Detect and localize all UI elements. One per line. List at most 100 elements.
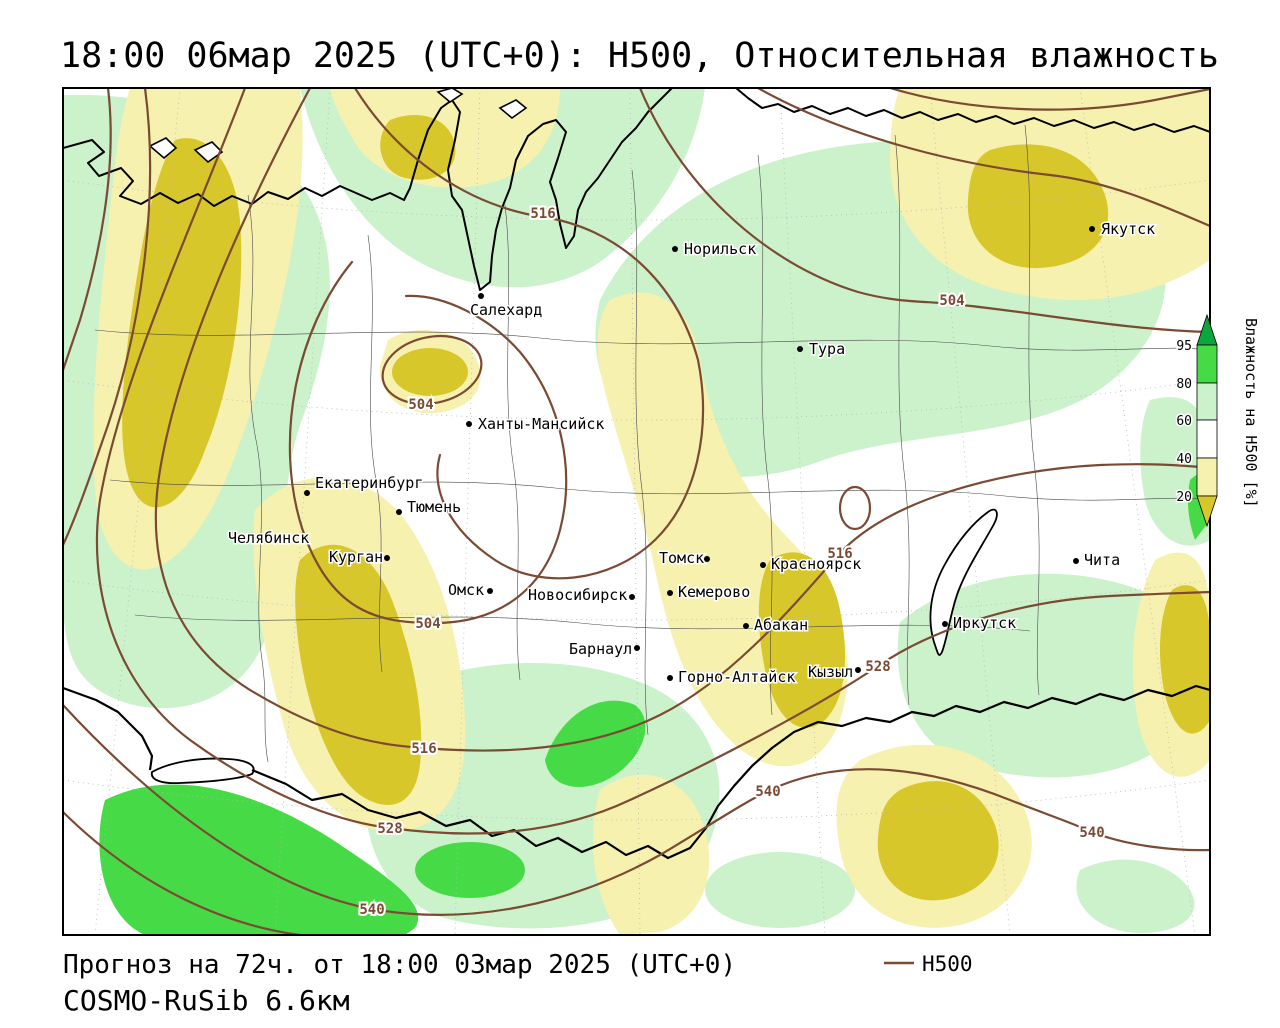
city-dot (396, 509, 402, 515)
contour-label: 540 (1079, 825, 1104, 841)
city-dot (743, 623, 749, 629)
city-dot (629, 594, 635, 600)
humidity-region (705, 852, 855, 928)
city-dot (704, 556, 710, 562)
city-label: Абакан (754, 616, 808, 634)
contour-line-504-center (288, 260, 568, 625)
city-dot (797, 346, 803, 352)
city-dot (855, 667, 861, 673)
contour-label: 516 (411, 741, 436, 757)
city-dot (304, 490, 310, 496)
contour-line-540 (63, 703, 1210, 916)
contour-line (63, 88, 152, 547)
contour-label: 528 (865, 659, 890, 675)
humidity-region (380, 114, 456, 180)
h500-contours (63, 88, 1210, 935)
arctic-coastline (63, 88, 673, 291)
forecast-info: Прогноз на 72ч. от 18:00 03мар 2025 (UTC… (63, 950, 736, 980)
colorbar: 95 80 60 40 20 Влажность на H500 [%] (1175, 313, 1260, 528)
state-border (251, 684, 1210, 860)
contour-line (756, 88, 1210, 228)
city-label: Ханты-Мансийск (478, 415, 604, 433)
contour-line-516 (154, 88, 1210, 752)
colorbar-arrow-bottom (1196, 495, 1218, 528)
contour-line (888, 88, 1210, 111)
city-label: Чита (1084, 551, 1120, 569)
humidity-region (592, 774, 710, 935)
contour-line (63, 810, 302, 935)
humidity-region (1076, 859, 1195, 933)
contour-label: 504 (415, 616, 440, 632)
city-dot (384, 555, 390, 561)
island (193, 141, 224, 164)
state-border (63, 686, 154, 771)
colorbar-tick-60: 60 (1176, 414, 1192, 429)
coastline-layer (63, 88, 1210, 860)
humidity-region (967, 144, 1109, 269)
contour-label: 540 (755, 784, 780, 800)
contour-line (63, 88, 112, 372)
city-dot (302, 536, 308, 542)
humidity-region (877, 781, 999, 901)
colorbar-tick-40: 40 (1176, 452, 1192, 467)
city-label: Кемерово (678, 583, 750, 601)
contour-label: 516 (530, 206, 555, 222)
city-label: Томск (659, 549, 704, 567)
colorbar-tick-20: 20 (1176, 490, 1192, 505)
city-label: Якутск (1101, 220, 1155, 238)
city-label: Екатеринбург (315, 474, 423, 492)
city-dot (672, 246, 678, 252)
city-dot (760, 562, 766, 568)
city-dot (1073, 558, 1079, 564)
city-label: Барнаул (569, 640, 632, 658)
graticule (63, 88, 1210, 935)
city-label: Курган (329, 548, 383, 566)
city-dot (466, 421, 472, 427)
humidity-region (415, 842, 525, 898)
contour-label: 540 (359, 902, 384, 918)
colorbar-tick-80: 80 (1176, 377, 1192, 392)
island (498, 99, 528, 120)
colorbar-tick-95: 95 (1176, 339, 1192, 354)
city-label: Тюмень (407, 498, 461, 516)
page-title: 18:00 06мар 2025 (UTC+0): H500, Относите… (60, 36, 1219, 76)
colorbar-segment (1196, 419, 1218, 459)
city-label: Горно-Алтайск (678, 668, 795, 686)
colorbar-title: Влажность на H500 [%] (1242, 318, 1260, 508)
contour-closed-low-504 (381, 334, 483, 406)
humidity-region (758, 552, 845, 728)
colorbar-segment (1196, 382, 1218, 421)
contour-line-528 (95, 88, 1210, 835)
contour-line-516-top (353, 88, 704, 580)
city-dot (634, 645, 640, 651)
colorbar-segment (1196, 457, 1218, 497)
humidity-region (545, 700, 646, 787)
city-label: Омск (448, 581, 484, 599)
humidity-region (295, 544, 422, 805)
contour-label: 504 (408, 397, 433, 413)
city-label: Новосибирск (528, 586, 627, 604)
city-dot (1089, 226, 1095, 232)
city-label: Кызыл (808, 663, 853, 681)
city-label: Красноярск (771, 555, 861, 573)
city-label: Тура (809, 340, 845, 358)
city-dot (478, 293, 484, 299)
island (436, 88, 464, 103)
contour-labels: 516 504 504 516 504 528 516 540 528 540 540 (357, 204, 1106, 920)
contour-label: 528 (377, 821, 402, 837)
lake-baikal (929, 508, 998, 656)
humidity-region (122, 138, 242, 508)
contour-label: 516 (827, 546, 852, 562)
contour-label: 504 (939, 293, 964, 309)
region-boundaries (94, 124, 1210, 763)
island (148, 137, 178, 160)
city-dot (667, 590, 673, 596)
city-label: Норильск (684, 240, 756, 258)
humidity-layer-olive (122, 114, 1210, 901)
city-dot (942, 621, 948, 627)
humidity-region (392, 348, 468, 396)
city-label: Челябинск (228, 529, 309, 547)
map-area: 516 504 504 516 504 528 516 540 528 540 540 Нориль… (63, 88, 1210, 935)
humidity-region (897, 573, 1198, 778)
